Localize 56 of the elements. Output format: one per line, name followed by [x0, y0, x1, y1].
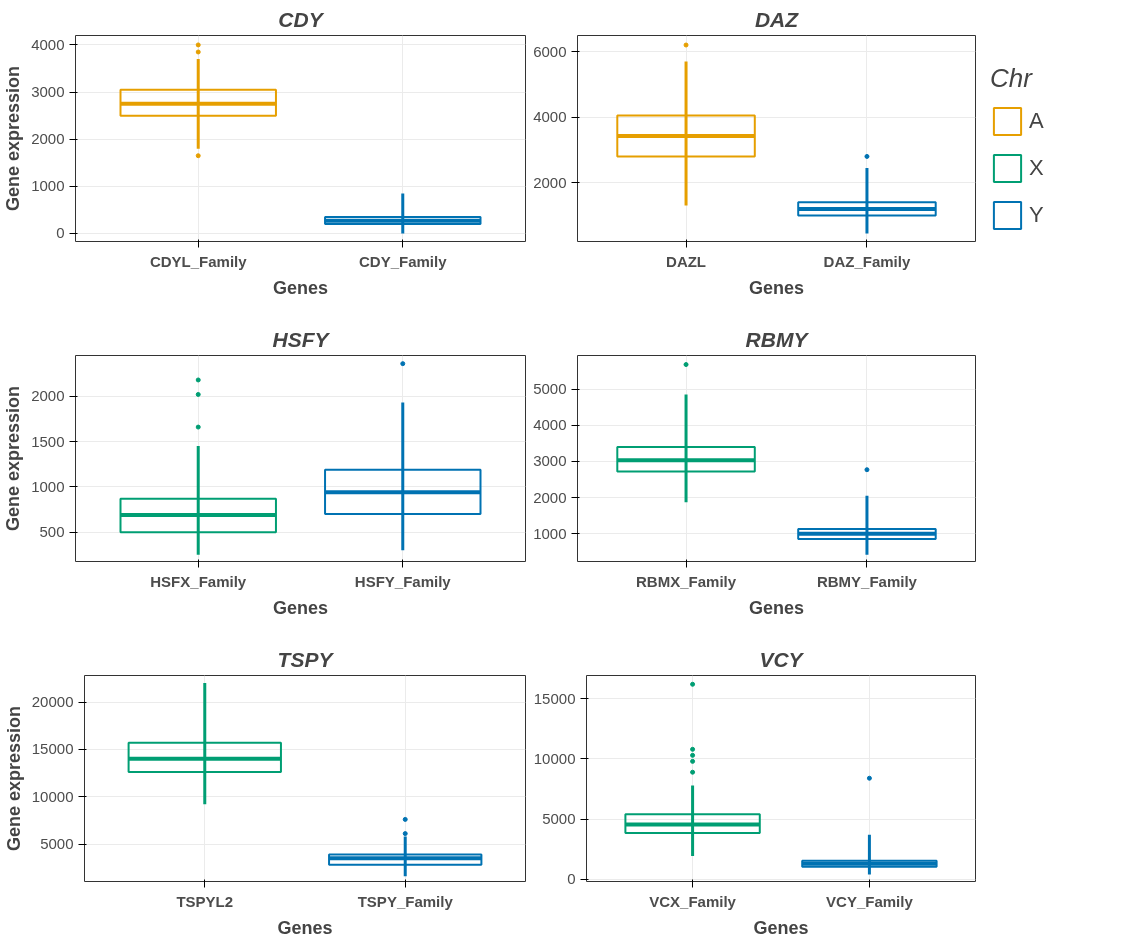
y-tick-label: 4000 [533, 108, 567, 126]
x-tick-label: HSFX_Family [150, 572, 247, 590]
chart-title: TSPY [277, 647, 335, 671]
x-tick-label: TSPY_Family [357, 892, 454, 910]
x-axis-title: Genes [748, 597, 805, 618]
y-axis-title: Gene expression [3, 65, 24, 212]
chart-title: VCY [759, 647, 805, 671]
x-tick-label: DAZ_Family [823, 252, 911, 270]
x-tick-label: TSPYL2 [176, 892, 234, 910]
y-tick-label: 0 [56, 224, 65, 242]
y-tick-label: 500 [39, 523, 65, 541]
y-tick-label: 2000 [533, 488, 567, 506]
y-tick-label: 10000 [31, 787, 74, 805]
y-axis-title: Gene expression [3, 385, 24, 532]
x-axis-title: Genes [272, 277, 329, 298]
x-tick-label: VCX_Family [649, 892, 737, 910]
y-tick-label: 3000 [533, 452, 567, 470]
y-tick-label: 15000 [533, 689, 576, 707]
legend-label: X [1029, 154, 1045, 182]
y-tick-label: 5000 [533, 380, 567, 398]
x-axis-title: Genes [748, 277, 805, 298]
y-tick-label: 2000 [31, 130, 65, 148]
x-tick-label: HSFY_Family [354, 572, 452, 590]
y-tick-label: 5000 [40, 835, 74, 853]
x-tick-label: CDYL_Family [149, 252, 248, 270]
chart-title: HSFY [272, 327, 331, 351]
y-tick-label: 1000 [31, 477, 65, 495]
y-tick-label: 10000 [533, 749, 576, 767]
x-axis-title: Genes [277, 917, 333, 938]
y-tick-label: 2000 [533, 173, 567, 191]
x-tick-label: CDY_Family [359, 252, 448, 270]
x-tick-label: RBMX_Family [636, 572, 737, 590]
y-tick-label: 5000 [542, 810, 576, 828]
y-axis-title: Gene expression [3, 705, 24, 852]
y-tick-label: 1000 [31, 177, 65, 195]
y-tick-label: 2000 [31, 387, 65, 405]
legend-label: A [1029, 107, 1045, 135]
y-tick-label: 3000 [31, 83, 65, 101]
x-tick-label: DAZL [666, 252, 707, 270]
x-tick-label: RBMY_Family [816, 572, 918, 590]
y-tick-label: 1000 [533, 524, 567, 542]
y-tick-label: 4000 [31, 35, 65, 53]
chart-title: DAZ [754, 7, 800, 31]
chart-title: CDY [278, 7, 325, 31]
y-tick-label: 15000 [31, 740, 74, 758]
y-tick-label: 0 [567, 870, 576, 888]
y-tick-label: 6000 [533, 42, 567, 60]
y-tick-label: 4000 [533, 416, 567, 434]
y-tick-label: 1500 [31, 432, 65, 450]
y-tick-label: 20000 [31, 693, 74, 711]
x-tick-label: VCY_Family [826, 892, 914, 910]
x-axis-title: Genes [272, 597, 329, 618]
legend-title: Chr [990, 63, 1034, 94]
legend-label: Y [1029, 201, 1045, 229]
chart-title: RBMY [745, 327, 810, 351]
x-axis-title: Genes [753, 917, 809, 938]
